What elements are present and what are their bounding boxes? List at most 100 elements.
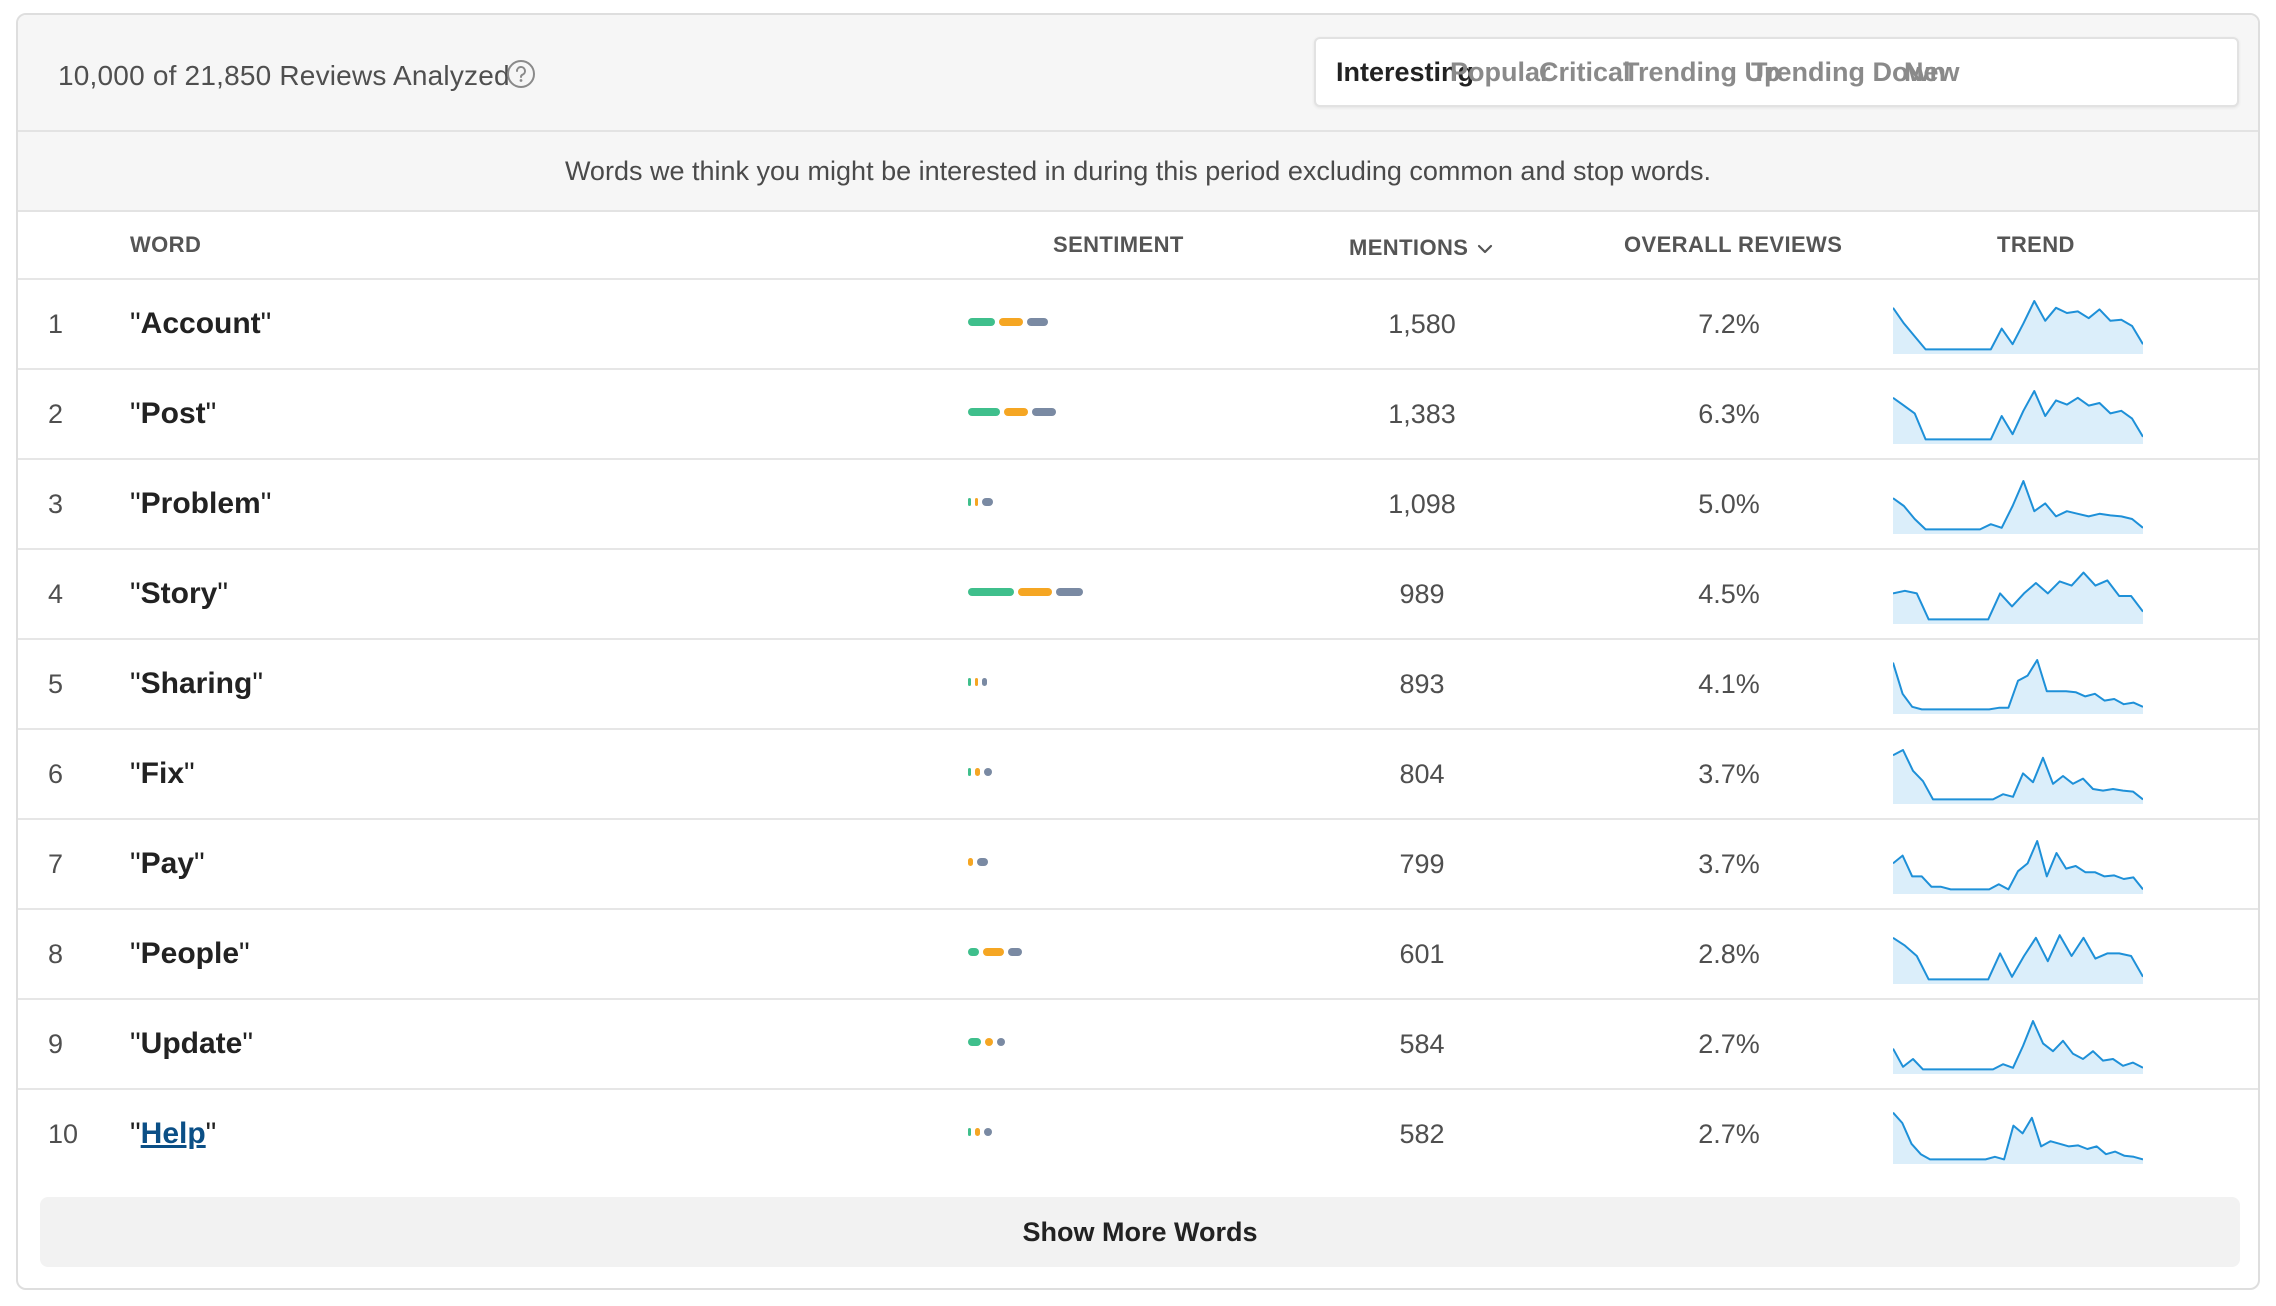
row-word: "Pay" [130, 847, 205, 880]
row-mentions: 582 [1399, 1119, 1445, 1149]
sentiment-neutral-segment [982, 678, 988, 686]
table-row[interactable]: 2 "Post" 1,383 6.3% [18, 370, 2258, 460]
row-word: "Account" [130, 307, 272, 340]
table-row[interactable]: 3 "Problem" 1,098 5.0% [18, 460, 2258, 550]
row-mentions: 1,098 [1388, 489, 1456, 519]
reviews-analyzed-count: 10,000 of 21,850 Reviews Analyzed [58, 60, 510, 91]
sentiment-neutral-segment [1008, 948, 1022, 956]
question-circle-icon[interactable] [506, 59, 536, 89]
tab-critical[interactable]: Critical [1539, 57, 1631, 87]
table-row[interactable]: 10 "Help" 582 2.7% [18, 1090, 2258, 1180]
sentiment-bar [968, 318, 1236, 326]
sentiment-positive-segment [968, 408, 1001, 416]
trend-area [1893, 1112, 2143, 1164]
row-rank: 7 [48, 849, 64, 879]
table-row[interactable]: 8 "People" 601 2.8% [18, 910, 2258, 1000]
trend-sparkline [1893, 300, 2143, 354]
word-text: Fix [140, 757, 185, 790]
row-mentions: 893 [1399, 669, 1445, 699]
header-divider [18, 278, 2258, 280]
row-word: "Update" [130, 1027, 253, 1060]
sentiment-mixed-segment [975, 1128, 981, 1136]
trend-sparkline [1893, 749, 2143, 804]
row-word: "Fix" [130, 757, 195, 790]
table-row[interactable]: 9 "Update" 584 2.7% [18, 1000, 2258, 1090]
column-header-trend: TREND [1997, 232, 2075, 257]
word-text: Account [140, 307, 261, 340]
sentiment-mixed-segment [968, 858, 974, 866]
tab-trending-down[interactable]: Trending Down [1751, 57, 1946, 87]
tab-interesting[interactable]: Interesting [1336, 57, 1475, 87]
column-header-mentions[interactable]: MENTIONS [1349, 235, 1493, 261]
row-word: "Sharing" [130, 667, 263, 700]
sentiment-mixed-segment [1004, 408, 1029, 416]
row-overall-reviews: 3.7% [1698, 759, 1760, 789]
sentiment-bar [968, 1128, 1236, 1136]
row-rank: 8 [48, 939, 64, 969]
row-rank: 5 [48, 669, 64, 699]
trend-sparkline [1893, 480, 2143, 534]
trend-area [1893, 301, 2143, 354]
table-row[interactable]: 1 "Account" 1,580 7.2% [18, 280, 2258, 370]
sentiment-positive-segment [968, 678, 971, 686]
word-text: Problem [140, 487, 261, 520]
row-overall-reviews: 3.7% [1698, 849, 1760, 879]
sentiment-neutral-segment [982, 498, 993, 506]
row-overall-reviews: 5.0% [1698, 489, 1760, 519]
trend-area [1893, 572, 2143, 624]
review-words-panel: 10,000 of 21,850 Reviews Analyzed Intere… [16, 13, 2260, 1290]
trend-line [1893, 1020, 2143, 1071]
row-mentions: 1,580 [1388, 309, 1456, 339]
row-word: "Post" [130, 397, 217, 430]
sentiment-neutral-segment [1056, 588, 1084, 596]
chevron-down-icon [1477, 245, 1492, 254]
sentiment-positive-segment [968, 768, 971, 776]
tab-trending-up[interactable]: Trending Up [1623, 57, 1781, 87]
sentiment-neutral-segment [984, 768, 993, 776]
trend-line [1893, 571, 2143, 621]
word-text: People [140, 937, 240, 970]
trend-sparkline [1893, 1111, 2143, 1164]
trend-area [1893, 481, 2143, 534]
sentiment-bar [968, 1038, 1236, 1046]
row-overall-reviews: 4.1% [1698, 669, 1760, 699]
trend-area [1893, 935, 2143, 984]
panel-header: 10,000 of 21,850 Reviews Analyzed Intere… [18, 15, 2258, 132]
tab-popular[interactable]: Popular [1450, 57, 1551, 87]
sentiment-mixed-segment [985, 1038, 994, 1046]
row-rank: 2 [48, 399, 64, 429]
row-overall-reviews: 7.2% [1698, 309, 1760, 339]
trend-sparkline [1893, 659, 2143, 714]
trend-line [1893, 300, 2143, 351]
row-mentions: 1,383 [1388, 399, 1456, 429]
sentiment-bar [968, 768, 1236, 776]
word-text: Update [140, 1027, 243, 1060]
column-header-mentions-label: MENTIONS [1349, 235, 1469, 260]
row-word: "People" [130, 937, 250, 970]
row-word[interactable]: "Help" [130, 1117, 217, 1150]
row-mentions: 584 [1399, 1029, 1445, 1059]
table-row[interactable]: 5 "Sharing" 893 4.1% [18, 640, 2258, 730]
sentiment-bar [968, 498, 1236, 506]
sentiment-positive-segment [968, 318, 995, 326]
row-word: "Problem" [130, 487, 272, 520]
word-link[interactable]: Help [140, 1117, 206, 1150]
trend-area [1893, 841, 2143, 894]
row-mentions: 799 [1399, 849, 1445, 879]
sentiment-neutral-segment [1026, 318, 1049, 326]
trend-area [1893, 1021, 2143, 1074]
description-text: Words we think you might be interested i… [18, 132, 2258, 212]
table-row[interactable]: 7 "Pay" 799 3.7% [18, 820, 2258, 910]
row-rank: 1 [48, 309, 64, 339]
tab-new[interactable]: New [1904, 57, 1960, 87]
trend-line [1893, 659, 2143, 711]
show-more-words-button[interactable]: Show More Words [40, 1197, 2240, 1267]
row-rank: 3 [48, 489, 64, 519]
table-row[interactable]: 6 "Fix" 804 3.7% [18, 730, 2258, 820]
trend-area [1893, 750, 2143, 804]
row-rank: 6 [48, 759, 64, 789]
table-row[interactable]: 4 "Story" 989 4.5% [18, 550, 2258, 640]
sentiment-mixed-segment [998, 318, 1023, 326]
trend-sparkline [1893, 390, 2143, 444]
trend-area [1893, 660, 2143, 714]
